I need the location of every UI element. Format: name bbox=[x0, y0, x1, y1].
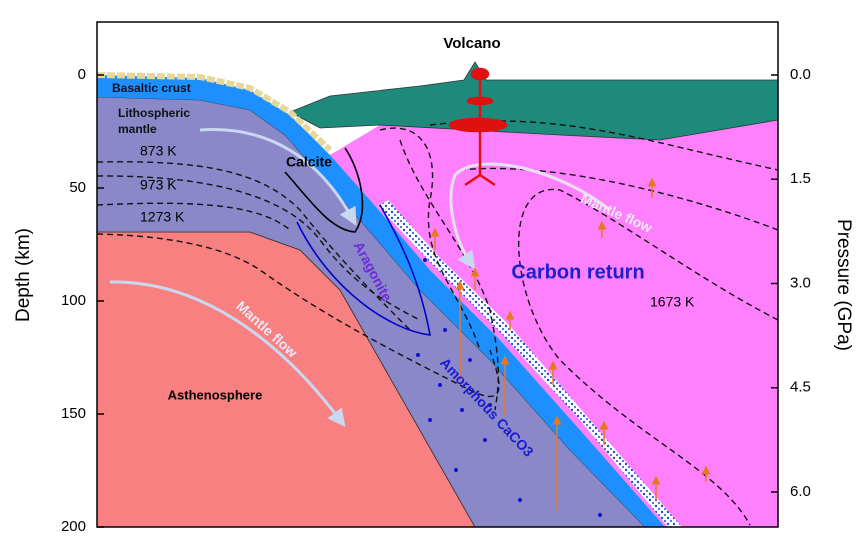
cross-section bbox=[97, 61, 778, 527]
frame bbox=[96, 21, 779, 528]
label-asthenosphere: Asthenosphere bbox=[168, 387, 263, 402]
isotherm bbox=[379, 127, 481, 351]
isotherm bbox=[459, 167, 778, 231]
y-tick-label: 0 bbox=[78, 66, 86, 83]
aragonite-field bbox=[296, 204, 431, 336]
left-axis-label: Depth (km) bbox=[13, 228, 34, 322]
oceanic-crust bbox=[97, 75, 665, 527]
label-lithospheric: mantle bbox=[118, 122, 157, 136]
y2-tick-label: 3.0 bbox=[790, 274, 811, 291]
isotherm bbox=[429, 120, 778, 171]
mantle-wedge bbox=[330, 120, 778, 527]
mantle-flow-arrow bbox=[449, 162, 611, 270]
isotherm bbox=[97, 161, 411, 331]
label-basaltic-crust: Basaltic crust bbox=[112, 81, 191, 95]
isotherm bbox=[97, 202, 291, 231]
y2-tick-label: 6.0 bbox=[790, 483, 811, 500]
y-tick-label: 150 bbox=[61, 405, 86, 422]
label-isotherm: 873 K bbox=[140, 143, 177, 159]
volcano-plumbing bbox=[448, 67, 508, 187]
y2-tick-label: 0.0 bbox=[790, 66, 811, 83]
basaltic-layer bbox=[97, 72, 333, 153]
carbonate-droplets bbox=[416, 258, 602, 517]
label-calcite: Calcite bbox=[286, 154, 332, 170]
mantle-flow-arrow bbox=[109, 280, 346, 428]
y-tick-label: 200 bbox=[61, 518, 86, 535]
label-isotherm: 973 K bbox=[140, 177, 177, 193]
overriding-crust bbox=[289, 61, 778, 141]
label-lithospheric: Lithospheric bbox=[118, 106, 190, 120]
y-tick-label: 100 bbox=[61, 292, 86, 309]
sediment-band bbox=[378, 200, 682, 527]
upwelling-arrows bbox=[430, 177, 711, 510]
y2-tick-label: 4.5 bbox=[790, 379, 811, 396]
isotherm bbox=[97, 175, 421, 321]
y-tick-label: 50 bbox=[69, 179, 86, 196]
right-axis-label: Pressure (GPa) bbox=[833, 219, 854, 351]
isotherm bbox=[517, 188, 778, 526]
y2-tick-label: 1.5 bbox=[790, 170, 811, 187]
label-isotherm: 1273 K bbox=[140, 209, 185, 225]
mantle-flow-arrow bbox=[199, 128, 357, 226]
calcite-field bbox=[284, 147, 364, 233]
label-isotherm: 1673 K bbox=[650, 294, 695, 310]
isotherm bbox=[97, 233, 500, 397]
label-carbon-return: Carbon return bbox=[511, 261, 644, 283]
label-volcano: Volcano bbox=[443, 35, 500, 52]
isotherm bbox=[399, 139, 499, 411]
